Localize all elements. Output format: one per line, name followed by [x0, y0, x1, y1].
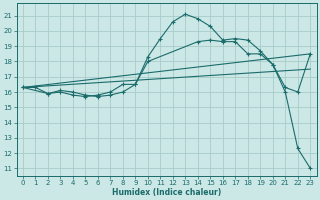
X-axis label: Humidex (Indice chaleur): Humidex (Indice chaleur)	[112, 188, 221, 197]
